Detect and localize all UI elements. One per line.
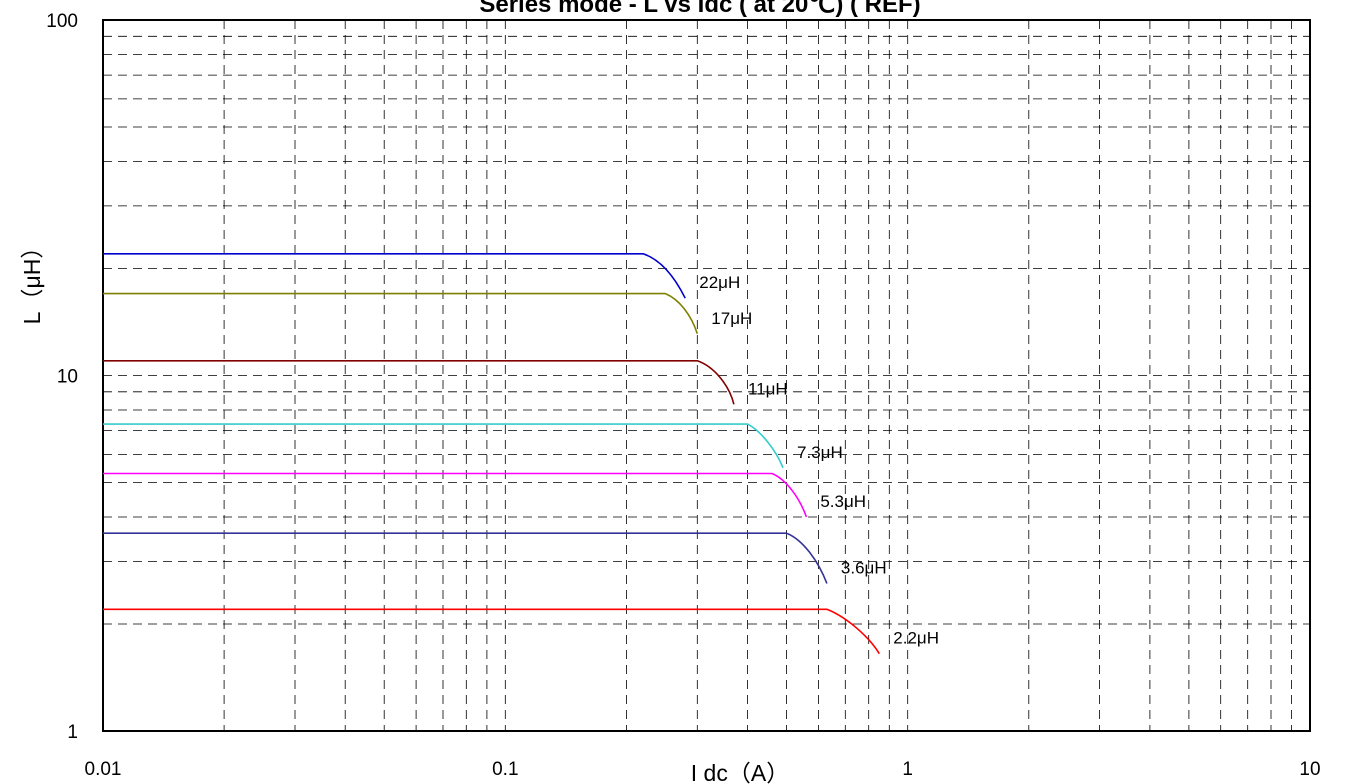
series-line (103, 423, 784, 469)
plot-frame (102, 19, 1311, 732)
x-tick-label: 0.01 (85, 759, 122, 780)
y-tick-label: 100 (46, 11, 78, 32)
chart-title: Series mode - L vs Idc ( at 20℃) ( REF) (479, 0, 920, 18)
x-tick-label: 1 (902, 759, 913, 780)
series-line (103, 532, 828, 584)
y-tick-label: 1 (67, 722, 78, 743)
series-layer: 22μH 17μH 11μH 7.3μH 5.3μH 3.6μH 2.2μH (103, 253, 939, 655)
x-tick-label: 10 (1299, 759, 1320, 780)
series-label: 11μH (748, 379, 788, 398)
y-tick-label: 10 (57, 367, 78, 388)
series-line (103, 360, 735, 405)
series-label: 7.3μH (797, 443, 843, 462)
x-tick-label: 0.1 (492, 759, 518, 780)
series-line (103, 253, 686, 299)
x-axis-title: I dc（A） (691, 760, 789, 784)
series-label: 2.2μH (893, 629, 939, 648)
series-line (103, 472, 808, 518)
series-label: 3.6μH (841, 558, 887, 577)
series-label: 17μH (711, 309, 752, 328)
series-line (103, 608, 880, 655)
grid (103, 20, 1310, 731)
series-label: 5.3μH (820, 492, 866, 511)
series-label: 22μH (699, 273, 740, 292)
tick-labels: 0.01 0.1 1 10 1 10 100 (46, 11, 1320, 780)
series-line (103, 292, 699, 335)
y-axis-title: L（μH） (19, 236, 45, 325)
